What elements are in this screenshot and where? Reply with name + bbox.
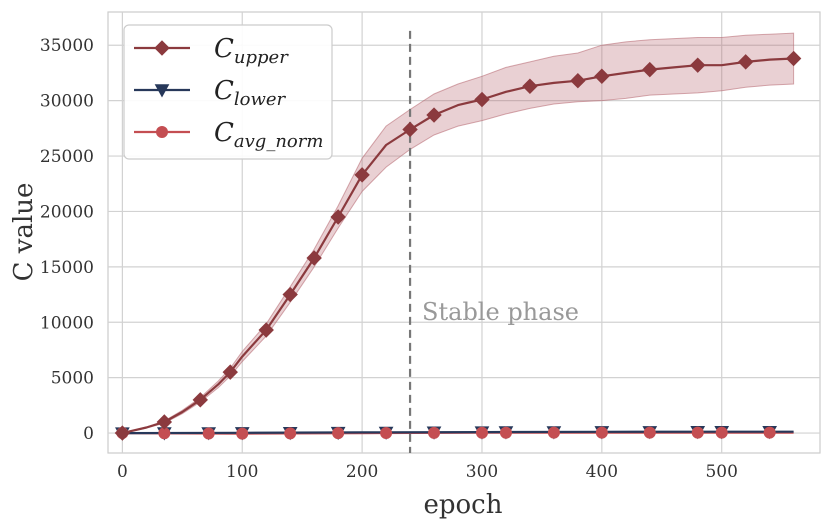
marker-C_upper [222,364,238,380]
x-tick-label: 0 [117,462,128,482]
marker-C_avg_norm [499,426,512,439]
marker-C_upper [402,121,418,138]
legend-label-C_lower: Clower [214,76,287,110]
marker-C_upper [594,68,610,84]
marker-C_avg_norm [475,426,488,439]
marker-C_avg_norm [284,427,297,440]
legend: Cupper Clower Cavg_norm [123,24,333,160]
marker-C_avg_norm [428,426,441,439]
marker-C_avg_norm [236,427,249,440]
marker-C_upper [192,392,209,408]
legend-label-C_upper: Cupper [214,34,289,68]
marker-C_avg_norm [643,426,656,439]
y-tick-label: 30000 [40,92,94,112]
x-tick-label: 200 [346,462,378,482]
marker-C_avg_norm [691,426,704,439]
marker-C_avg_norm [380,427,393,440]
x-axis-label: epoch [424,490,503,520]
y-axis-label: C value [9,183,39,282]
legend-marker-C_lower [154,84,170,98]
x-tick-label: 500 [705,462,737,482]
marker-C_avg_norm [595,426,608,439]
y-tick-label: 5000 [51,369,94,389]
marker-C_upper [156,414,173,430]
marker-C_upper [737,54,754,70]
legend-frame [123,24,333,160]
marker-C_upper [474,91,490,108]
legend-label-C_avg_norm: Cavg_norm [214,118,323,152]
x-tick-label: 100 [226,462,258,482]
series-markers [114,50,802,441]
x-tick-label: 300 [466,462,498,482]
marker-C_upper [690,57,706,73]
marker-C_upper [785,50,802,67]
y-tick-label: 25000 [40,147,94,167]
legend-marker-C_avg_norm [156,126,168,138]
marker-C_upper [258,322,274,338]
marker-C_upper [570,72,586,89]
y-tick-label: 15000 [40,258,94,278]
y-tick-label: 35000 [40,36,94,56]
marker-C_avg_norm [332,427,345,440]
marker-C_upper [354,167,370,183]
marker-C_upper [114,425,131,441]
y-tick-label: 10000 [40,313,94,333]
marker-C_upper [282,286,298,303]
marker-C_upper [522,78,538,94]
y-tick-label: 0 [83,424,94,444]
x-tick-label: 400 [586,462,618,482]
legend-marker-C_upper [154,40,170,56]
marker-C_avg_norm [547,426,560,439]
marker-C_upper [426,107,442,123]
marker-C_upper [642,61,658,78]
tick-labels: 0 100 200 300 400 500050001000015000200002500… [40,36,738,482]
marker-C_upper [306,250,322,266]
marker-C_avg_norm [202,427,215,440]
annotation-stable-phase: Stable phase [422,298,579,326]
y-tick-label: 20000 [40,202,94,222]
marker-C_avg_norm [763,426,776,439]
marker-C_avg_norm [715,426,728,439]
marker-C_upper [330,209,346,225]
